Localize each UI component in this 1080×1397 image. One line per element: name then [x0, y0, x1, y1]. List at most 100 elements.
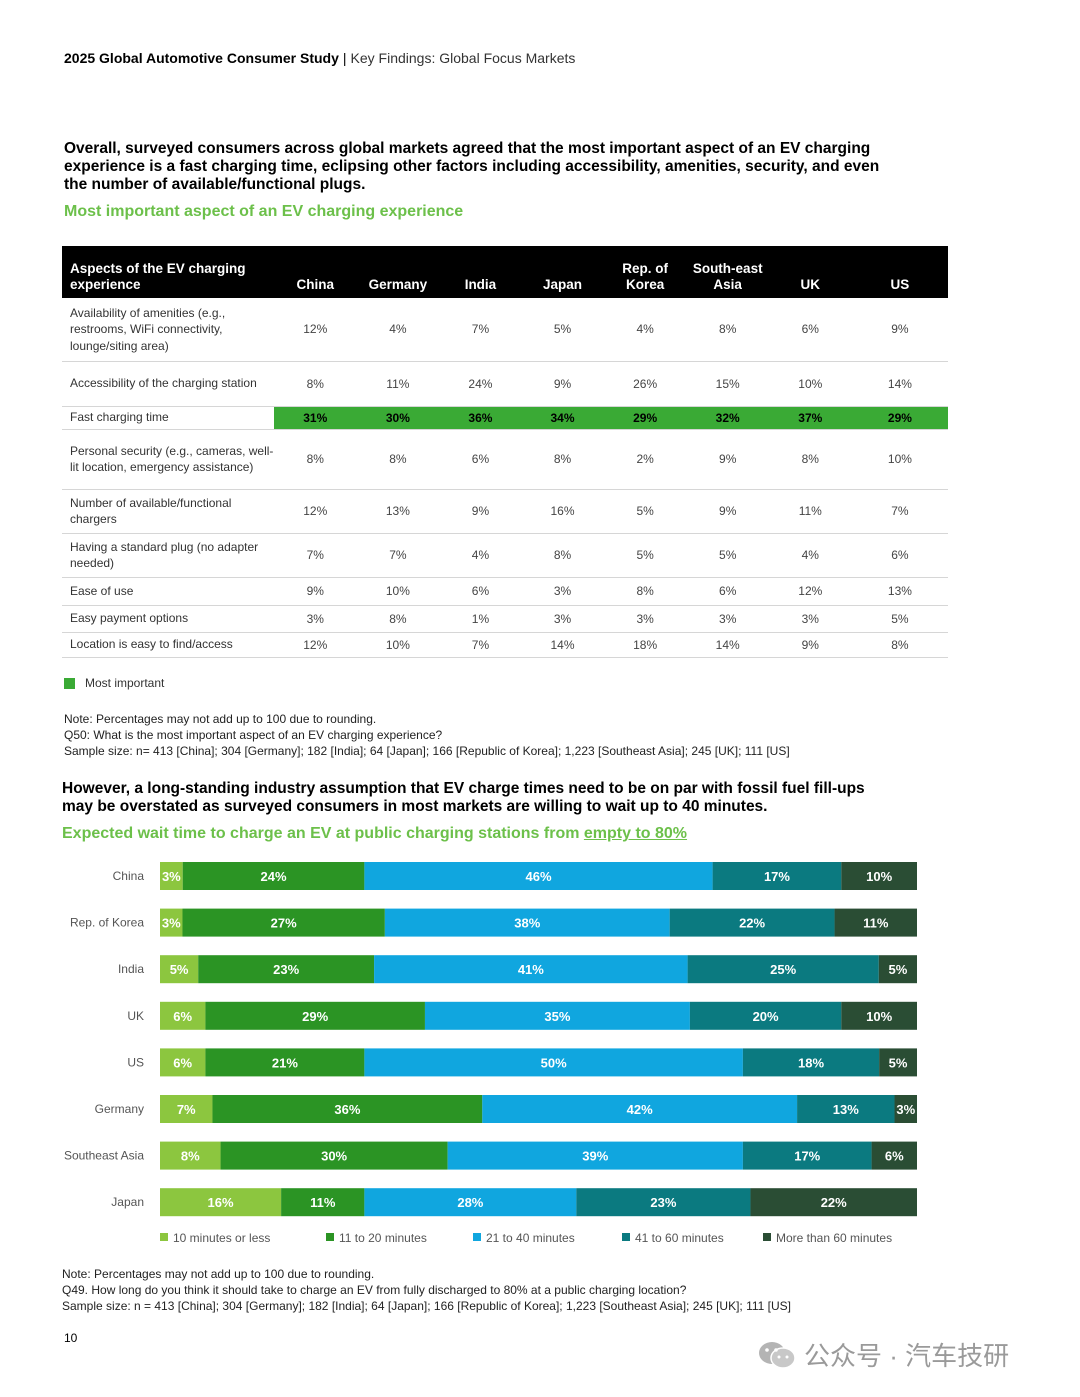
category-label: Southeast Asia [64, 1149, 144, 1163]
wechat-icon [759, 1341, 796, 1369]
data-label: 41% [518, 962, 544, 977]
data-label: 6% [173, 1055, 192, 1070]
bar-segment [160, 1048, 206, 1077]
table-cell: 9% [686, 489, 769, 534]
bar-segment [212, 1095, 483, 1123]
table-cell: 10% [768, 361, 852, 407]
table-cell: 9% [439, 489, 522, 534]
legend-swatch [326, 1233, 334, 1241]
category-label: India [118, 962, 144, 976]
bar-segment [160, 1001, 206, 1030]
data-label: 28% [457, 1195, 483, 1210]
data-label: 6% [173, 1009, 192, 1024]
table-header-row: Aspects of the EV charging experience Ch… [62, 246, 948, 298]
table-cell: 9% [851, 298, 948, 362]
bar-segment [750, 1188, 917, 1217]
bar-segment [160, 955, 199, 984]
table-cell: 6% [686, 577, 769, 606]
aspects-table: Aspects of the EV charging experience Ch… [62, 246, 948, 658]
legend-swatch [160, 1233, 168, 1241]
table-cell: 7% [274, 533, 357, 578]
note-line: Sample size: n = 413 [China]; 304 [Germa… [62, 1299, 791, 1313]
data-label: 23% [273, 962, 299, 977]
table-header-column: UK [768, 246, 852, 298]
data-label: 22% [739, 916, 765, 931]
bar-segment [841, 1001, 917, 1030]
data-label: 39% [582, 1149, 608, 1164]
table-cell: 11% [356, 361, 440, 407]
page-number: 10 [64, 1331, 78, 1345]
data-label: 25% [770, 962, 796, 977]
table-cell: 14% [851, 361, 948, 407]
bar-segment [894, 1095, 917, 1123]
bar-segment [205, 1048, 365, 1077]
table-cell: 15% [686, 361, 769, 407]
table-header-column: Germany [356, 246, 440, 298]
row-label: Easy payment options [62, 605, 275, 633]
section1-title: Most important aspect of an EV charging … [64, 203, 464, 220]
table-cell: 13% [851, 577, 948, 606]
data-label: 46% [525, 869, 551, 884]
table-cell: 14% [521, 632, 604, 658]
note-line: Note: Percentages may not add up to 100 … [64, 712, 377, 726]
section2-title-prefix: Expected wait time to charge an EV at pu… [62, 825, 584, 842]
bar-segment [424, 1001, 690, 1030]
table-cell: 4% [356, 298, 440, 362]
table-cell: 8% [521, 429, 604, 490]
section2-notes: Note: Percentages may not add up to 100 … [62, 1266, 962, 1314]
table-cell: 5% [851, 605, 948, 633]
data-label: 20% [753, 1009, 779, 1024]
table-cell: 29% [851, 406, 948, 430]
table-cell: 7% [439, 632, 522, 658]
data-label: 3% [162, 869, 181, 884]
bar-segment [669, 908, 835, 937]
bar-segment [160, 908, 183, 937]
table-cell: 32% [686, 406, 769, 430]
table-cell: 8% [768, 429, 852, 490]
legend-swatch-most-important [64, 677, 75, 689]
table-cell: 5% [603, 533, 687, 578]
data-label: 18% [798, 1055, 824, 1070]
note-line: Note: Percentages may not add up to 100 … [62, 1267, 375, 1281]
data-label: 13% [833, 1102, 859, 1117]
data-label: 35% [544, 1009, 570, 1024]
table-cell: 8% [356, 429, 440, 490]
table-cell: 8% [274, 361, 357, 407]
table-cell: 34% [521, 406, 604, 430]
table-cell: 2% [603, 429, 687, 490]
table-cell: 9% [768, 632, 852, 658]
table-cell: 3% [603, 605, 687, 633]
table-row: Location is easy to find/access 12% 10% 7% 1… [62, 632, 948, 658]
table-cell: 9% [521, 361, 604, 407]
data-label: 11% [310, 1195, 336, 1210]
row-label: Number of available/functional chargers [62, 489, 275, 534]
legend-swatch [473, 1233, 481, 1241]
table-cell: 6% [439, 429, 522, 490]
table-cell: 8% [686, 298, 769, 362]
bar-segment [364, 862, 713, 890]
data-label: 3% [896, 1102, 915, 1117]
data-label: 10% [866, 869, 892, 884]
table-row: Easy payment options 3% 8% 1% 3% 3% 3% 3% 5% [62, 605, 948, 633]
table-cell: 37% [768, 406, 852, 430]
table-cell: 12% [274, 298, 357, 362]
legend-label: 11 to 20 minutes [339, 1231, 427, 1245]
table-cell: 4% [439, 533, 522, 578]
table-cell: 30% [356, 406, 440, 430]
wait-time-stacked-bar-chart: China 3% 24% 46% 17% 10% Rep. of Korea 3% 27% 38%… [64, 862, 917, 1245]
table-cell: 13% [356, 489, 440, 534]
section2-title: Expected wait time to charge an EV at pu… [62, 825, 687, 843]
watermark: 公众号 · 汽车技研 [758, 1336, 1009, 1373]
table-header-column: South-east Asia [686, 246, 769, 298]
bar-segment [712, 862, 842, 890]
table-row: Accessibility of the charging station 8% 1… [62, 361, 948, 407]
category-label: Rep. of Korea [70, 916, 144, 930]
table-cell: 5% [603, 489, 687, 534]
legend-swatch [763, 1233, 771, 1241]
table-row: Availability of amenities (e.g., restroo… [62, 298, 948, 362]
table-cell: 6% [851, 533, 948, 578]
table-cell: 9% [686, 429, 769, 490]
table-cell: 7% [439, 298, 522, 362]
bar-segment [182, 862, 365, 890]
bar-segment [220, 1141, 448, 1170]
